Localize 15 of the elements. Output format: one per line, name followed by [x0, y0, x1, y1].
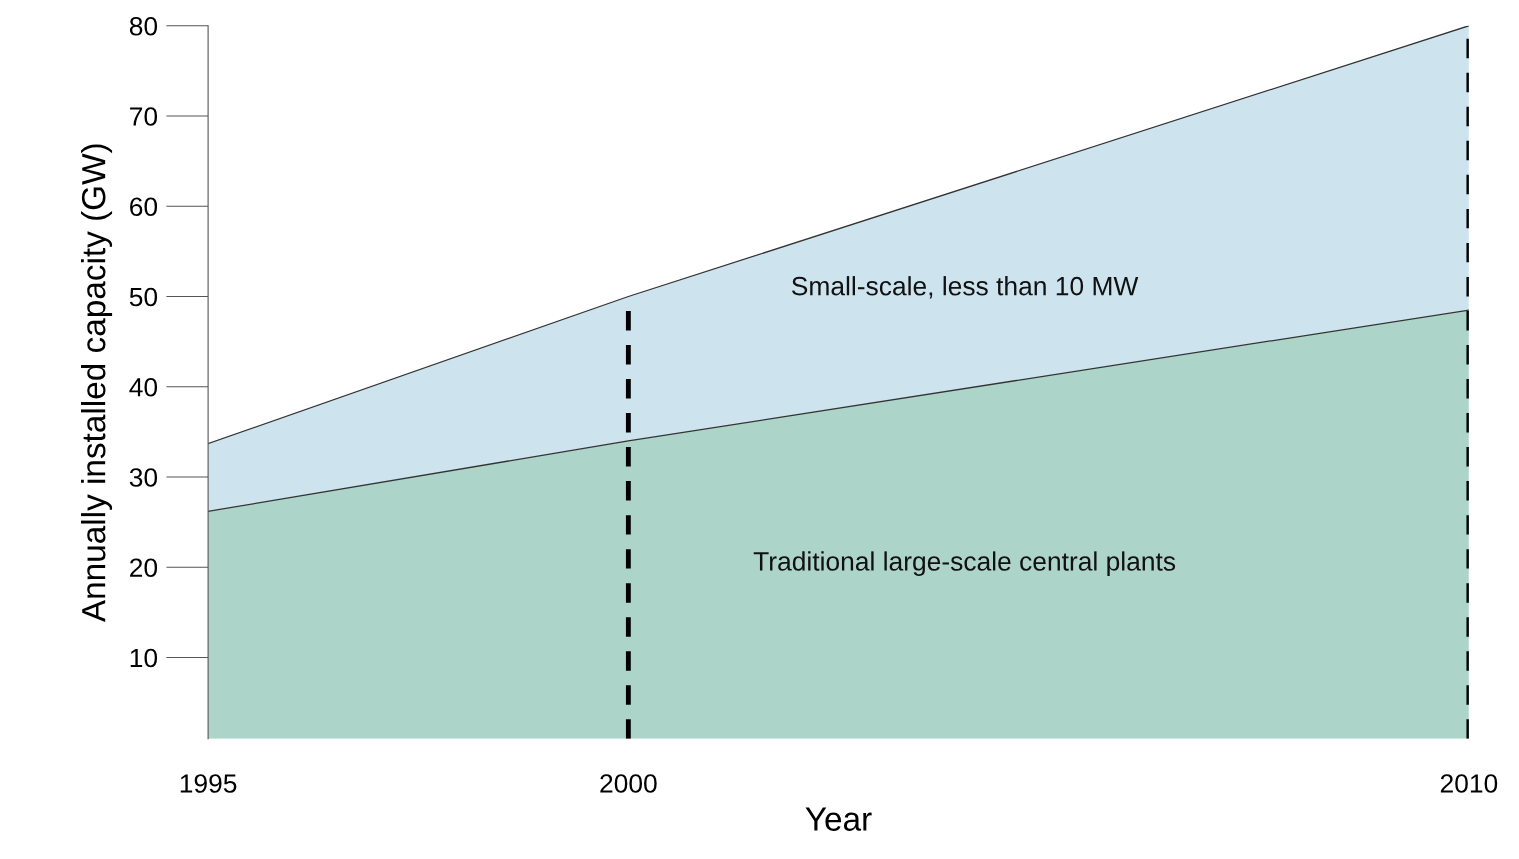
y-tick-label: 10: [130, 648, 158, 668]
x-axis-title: Year: [805, 807, 872, 831]
y-axis-title: Annually installed capacity (GW): [81, 144, 113, 623]
series-label: Traditional large-scale central plants: [753, 551, 1176, 576]
y-tick-label: 60: [130, 197, 158, 217]
y-tick-label: 80: [129, 16, 158, 36]
y-tick-label: 40: [129, 377, 158, 397]
x-tick-label: 2000: [600, 774, 657, 793]
x-tick-label: 1995: [180, 774, 237, 793]
series-label: Small-scale, less than 10 MW: [791, 276, 1139, 299]
y-tick-label: 70: [130, 107, 158, 126]
y-tick-label: 50: [129, 287, 158, 307]
y-tick-label: 20: [130, 558, 158, 578]
x-tick-label: 2010: [1440, 774, 1498, 793]
y-tick-label: 30: [129, 468, 158, 487]
